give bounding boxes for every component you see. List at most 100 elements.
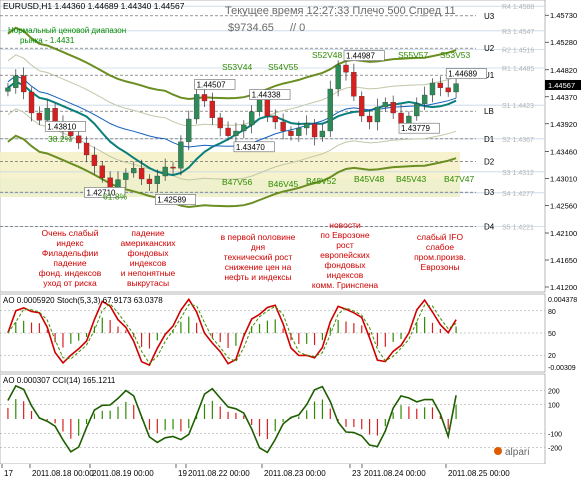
balance: $9734.65 [228,22,274,34]
annotation-line: индексов [327,270,364,280]
price-label-box [249,89,291,100]
cci-panel-bg [0,373,546,465]
candle-up [162,166,168,177]
fib-label: 61.8% [103,191,128,201]
candle-down [107,177,113,188]
price-label: 1.44987 [346,52,375,61]
annotation-line: Филадельфии [42,248,98,258]
candle [414,97,420,121]
pivot-label-r1: R1 1.4485 [502,66,534,73]
pivot-label-s4: S4 1.4277 [502,191,534,198]
candle-up [414,103,420,117]
candle [162,158,168,181]
candle-up [123,172,129,180]
level-label-lb: LB [484,107,494,116]
candle [343,58,349,81]
candle [225,121,231,141]
candle-down [76,135,82,144]
price-tick-label: 1.43920 [550,120,577,129]
sr-label: S53V53 [440,50,471,60]
candle-down [28,91,35,114]
candle-down [280,121,286,132]
candle [421,86,428,110]
balance-suffix: // 0 [290,22,305,34]
candle-down [201,94,208,102]
price-tick-label: 1.42100 [550,229,577,238]
time-axis-bg [0,464,581,480]
price-label: 1.42710 [87,188,116,197]
candle-up [382,102,388,108]
stoch-axis-label: 20 [548,353,556,360]
annotation-line: американских [120,238,176,248]
candle [91,146,98,175]
candle-up [374,106,381,123]
server-time: Текущее время 12:27:33 Плечо 500 Спред 1… [225,5,456,17]
candle [28,87,35,122]
candle [201,87,208,107]
level-label-u1: U1 [484,71,495,80]
candle-up [131,168,137,174]
annotation-line: падение [131,228,164,238]
annotation-line: новости [329,220,361,230]
candle [311,119,318,146]
candle-up [327,88,333,132]
sr-label: S53V44 [222,62,253,72]
candle [241,120,247,139]
candle-down [351,72,357,97]
cci-panel: 200 100 -100 -200 [0,384,562,454]
candle-down [91,154,98,166]
candle-up [296,127,302,136]
annotation-line: европейских [320,250,370,260]
price-label: 1.43810 [47,122,76,131]
candle [248,105,255,134]
candle-down [445,87,451,93]
annotation-line: в первой половине [221,232,296,242]
candle-down [99,165,105,178]
candle-up [335,64,341,90]
candle-down [390,102,396,114]
sr-label: B47V47 [444,174,475,184]
candle-up [421,94,428,105]
pivot-label-r3: R3 1.4547 [502,29,534,36]
candle-down [437,82,444,88]
candle [453,78,459,98]
annotation-line: слабый IFO [417,232,464,242]
price-label: 1.44338 [252,91,281,100]
price-tick-label: 1.42560 [550,201,577,210]
level-label-u2: U2 [484,44,495,53]
pivot-label-s2: S2 1.4367 [502,137,534,144]
annotation-line: выкрутасы [127,278,169,288]
candle-down [264,99,271,117]
price-label: 1.44689 [448,70,477,79]
candle-down [217,117,223,129]
sr-label: S52V48 [312,50,343,60]
pivot-label-s3: S3 1.4312 [502,170,534,177]
pivot-label-r4: R4 1.4588 [502,4,534,11]
candle-up [186,118,192,142]
candle [76,131,82,149]
stoch-signal-line [7,302,457,365]
candle-down [311,123,318,138]
candle-down [288,130,294,136]
price-axis: 1.45730 1.45280 1.44820 1.44370 1.43920 1.434… [545,11,581,292]
candle-up [193,94,200,120]
stoch-axis-label: 80 [548,309,556,316]
symbol-line: EURUSD,H1 1.44360 1.44689 1.44340 1.4456… [3,1,185,11]
candle [296,121,302,142]
candle [359,91,365,122]
annotation-line: Еврозоны [421,262,460,272]
annotation-line: индексов [130,258,167,268]
candle [5,83,11,97]
candle [233,122,239,142]
annotation-line: падение [53,258,86,268]
candle-up [178,141,184,169]
sr-label: S55V57 [398,50,429,60]
time-tick-label: 2011.08.19 00:00 [92,469,154,478]
annotation-line: уход от риска [43,278,97,288]
candle [99,161,105,183]
price-label-box [445,68,487,79]
candle [217,113,223,137]
annotation-line: фондовых [325,260,367,270]
candle [193,89,200,124]
annotation-line: по Еврозоне [320,230,369,240]
